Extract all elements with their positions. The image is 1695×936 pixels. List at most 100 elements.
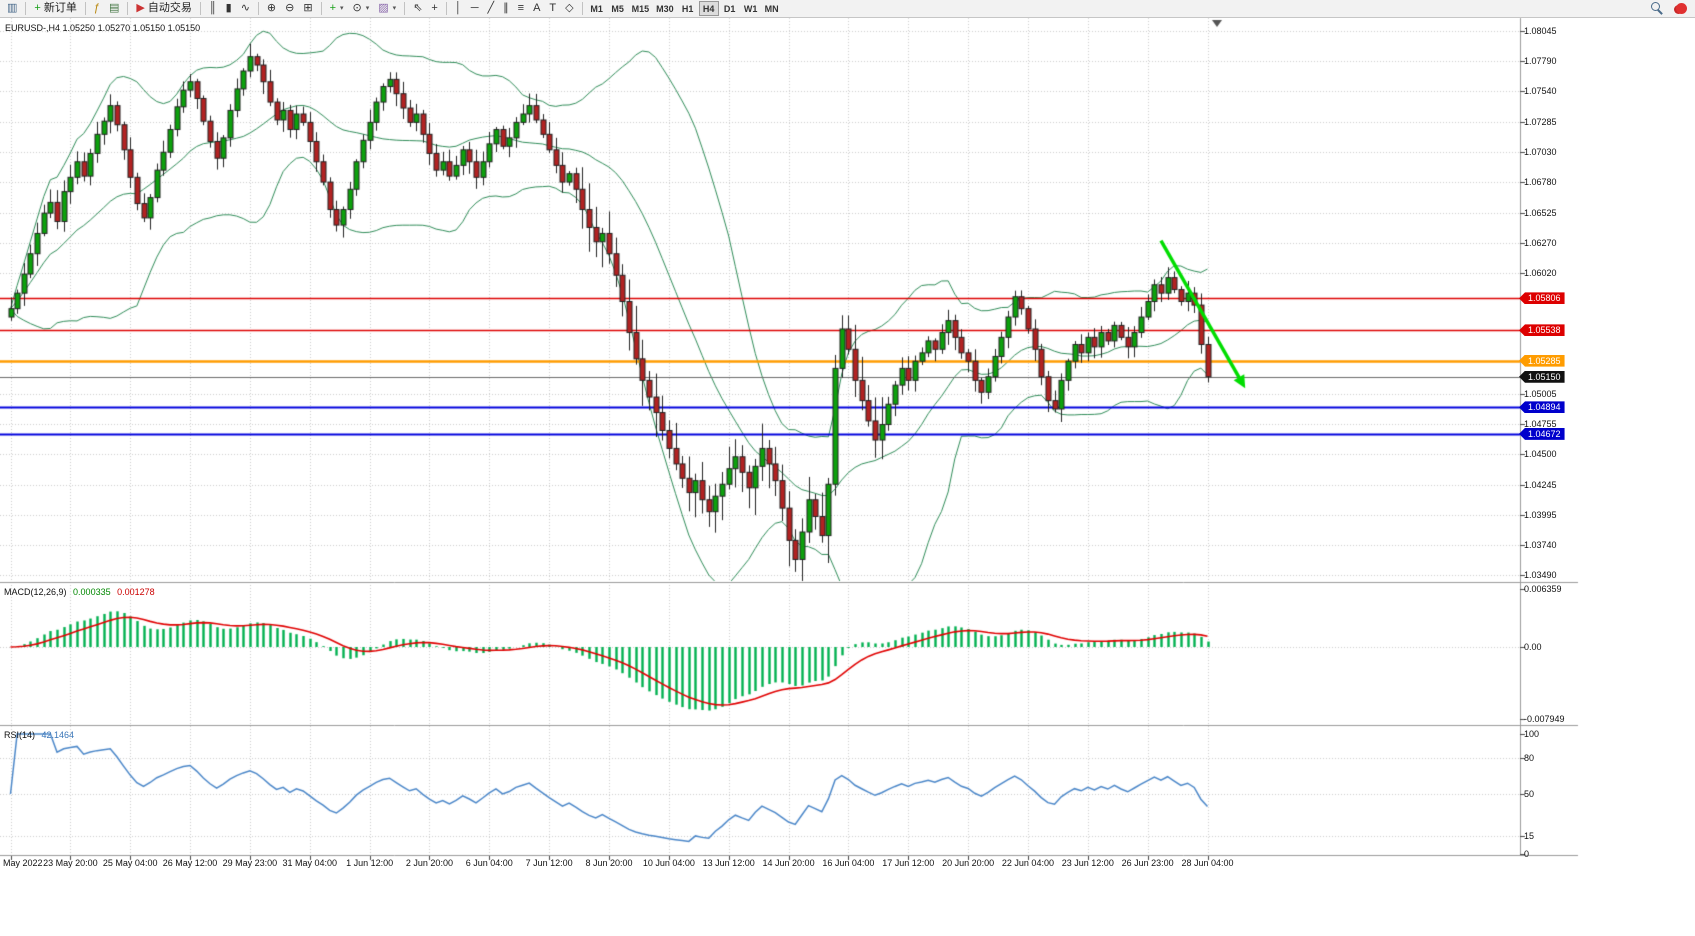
price-axis-label: 1.04245 xyxy=(1524,479,1557,490)
price-line-badge[interactable]: 1.05150 xyxy=(1519,370,1565,383)
price-axis-label: 1.06525 xyxy=(1524,207,1557,218)
rsi-axis-label: 15 xyxy=(1524,831,1535,841)
time-axis-label: 26 May 12:00 xyxy=(162,858,218,868)
bars-chart-type-button[interactable]: ║ xyxy=(205,1,221,17)
timeframe-m30-button[interactable]: M30 xyxy=(653,1,677,16)
time-axis-label: 7 Jun 12:00 xyxy=(525,858,573,868)
time-axis-label: 23 May 20:00 xyxy=(43,858,98,868)
price-axis-label: 1.07540 xyxy=(1524,86,1557,97)
dropdown-caret-icon: ▾ xyxy=(340,5,344,12)
price-line-badge[interactable]: 1.05538 xyxy=(1519,324,1565,337)
trendline-icon: ╱ xyxy=(487,2,495,14)
time-axis-label: 2 Jun 20:00 xyxy=(405,858,453,868)
line-chart-type-button[interactable]: ∿ xyxy=(237,1,254,17)
rsi-indicator-label: RSI(14) 42.1464 xyxy=(4,730,74,740)
zoom-in-button[interactable]: ⊕ xyxy=(263,1,280,17)
time-axis-label: 28 Jun 04:00 xyxy=(1181,858,1234,868)
toolbar-separator xyxy=(84,2,86,15)
dropdown-caret-icon: ▾ xyxy=(365,5,370,12)
zoom-out-button[interactable]: ⊖ xyxy=(281,1,298,17)
macd-axis-label: -0.007949 xyxy=(1524,714,1565,724)
price-line-badge[interactable]: 1.05806 xyxy=(1519,292,1565,305)
macd-axis-label: 0.00 xyxy=(1524,642,1542,652)
add-indicator-button[interactable]: + ▾ xyxy=(326,1,348,17)
horizontal-line-icon: ─ xyxy=(470,2,479,14)
time-axis-label: 22 Jun 04:00 xyxy=(1001,858,1054,868)
rsi-axis-label: 50 xyxy=(1524,789,1535,799)
toolbar-separator xyxy=(199,2,201,15)
toolbar: ▥ + 新订单 ƒ ▤ ▶ 自动交易 ║ ▮ ∿ ⊕ ⊖ ⊞ + ▾ ⊙ ▾ ▨ ▾ ⇖ + │ ─ ╱ ∥ ≡ A T ◇ M1 M5 M1… xyxy=(0,0,1695,18)
cursor-icon: ⇖ xyxy=(413,2,423,14)
timeframe-m15-button[interactable]: M15 xyxy=(629,1,653,16)
templates-button[interactable]: ▨ ▾ xyxy=(374,1,400,17)
candlestick-chart-type-button[interactable]: ▮ xyxy=(222,1,236,17)
price-axis-label: 1.04500 xyxy=(1524,449,1557,460)
crosshair-button[interactable]: + xyxy=(427,1,441,17)
horizontal-line-button[interactable]: ─ xyxy=(467,1,483,17)
toolbar-right-group xyxy=(1647,1,1692,17)
price-axis-label: 1.03490 xyxy=(1524,570,1557,580)
price-axis-label: 1.03995 xyxy=(1524,509,1557,520)
price-axis-label: 1.07285 xyxy=(1524,116,1557,127)
zoom-in-icon: ⊕ xyxy=(266,2,277,14)
autotrading-button[interactable]: ▶ 自动交易 xyxy=(132,1,195,17)
channel-icon: ∥ xyxy=(503,2,509,14)
shapes-button[interactable]: ◇ xyxy=(561,1,577,17)
timeframe-h1-button[interactable]: H1 xyxy=(678,1,698,16)
rsi-axis-label: 100 xyxy=(1524,729,1540,739)
symbol-period: EURUSD-,H4 xyxy=(5,23,61,33)
time-axis-label: 6 Jun 04:00 xyxy=(465,858,513,868)
tile-windows-icon: ⊞ xyxy=(303,2,313,14)
channel-button[interactable]: ∥ xyxy=(499,1,513,17)
price-axis-label: 1.03740 xyxy=(1524,540,1557,551)
macd-indicator-label: MACD(12,26,9) 0.000335 0.001278 xyxy=(4,587,155,597)
trendline-button[interactable]: ╱ xyxy=(484,1,499,17)
time-axis-label: 29 May 23:00 xyxy=(222,858,278,868)
fibonacci-button[interactable]: ≡ xyxy=(514,1,528,17)
fibonacci-icon: ≡ xyxy=(517,2,525,14)
candlestick-chart-icon: ▮ xyxy=(225,2,232,14)
toolbar-separator xyxy=(404,2,406,15)
text-icon: A xyxy=(533,2,541,14)
price-axis-label: 1.06020 xyxy=(1524,267,1557,278)
search-icon xyxy=(1651,2,1664,15)
line-chart-icon: ∿ xyxy=(240,2,250,14)
timeframe-m5-button[interactable]: M5 xyxy=(608,1,628,16)
clock-icon: ⊙ xyxy=(352,2,362,14)
text-button[interactable]: A xyxy=(529,1,544,17)
cursor-button[interactable]: ⇖ xyxy=(409,1,426,17)
time-axis-label: 8 Jun 20:00 xyxy=(585,858,633,868)
time-axis-label: 20 Jun 20:00 xyxy=(942,858,995,868)
rsi-axis-label: 80 xyxy=(1524,753,1535,763)
timeframe-d1-button[interactable]: D1 xyxy=(720,1,740,16)
price-line-badge[interactable]: 1.04672 xyxy=(1519,427,1565,440)
timeframe-mn-button[interactable]: MN xyxy=(762,1,782,16)
time-axis-label: 14 Jun 20:00 xyxy=(762,858,815,868)
templates-icon: ▨ xyxy=(378,2,389,14)
vertical-line-button[interactable]: │ xyxy=(451,1,466,17)
tile-windows-button[interactable]: ⊞ xyxy=(299,1,316,17)
timeframe-h4-button[interactable]: H4 xyxy=(698,1,719,16)
chart-window-button[interactable]: ▥ xyxy=(3,1,21,17)
time-axis-label: 31 May 04:00 xyxy=(282,858,338,868)
toolbar-separator xyxy=(320,2,322,15)
bars-chart-icon: ║ xyxy=(208,2,217,14)
label-button[interactable]: T xyxy=(545,1,560,17)
chart-window-icon: ▥ xyxy=(7,2,18,14)
macd-signal-value: 0.001278 xyxy=(117,587,155,597)
time-axis-label: 25 May 04:00 xyxy=(102,858,158,868)
price-line-badge[interactable]: 1.05285 xyxy=(1519,354,1565,367)
period-clock-button[interactable]: ⊙ ▾ xyxy=(349,1,374,17)
timeframe-w1-button[interactable]: W1 xyxy=(741,1,761,16)
timeframe-m1-button[interactable]: M1 xyxy=(587,1,607,16)
chart-profiles-icon: ▤ xyxy=(108,2,120,14)
rsi-value: 42.1464 xyxy=(41,730,75,740)
indicators-button[interactable]: ƒ xyxy=(90,1,104,17)
search-button[interactable] xyxy=(1647,1,1668,17)
price-line-badge[interactable]: 1.04894 xyxy=(1519,401,1565,414)
notification-badge-icon[interactable] xyxy=(1676,3,1687,14)
new-order-button[interactable]: + 新订单 xyxy=(30,1,80,17)
time-axis-label: 16 Jun 04:00 xyxy=(822,858,875,868)
chart-profiles-button[interactable]: ▤ xyxy=(105,1,123,17)
